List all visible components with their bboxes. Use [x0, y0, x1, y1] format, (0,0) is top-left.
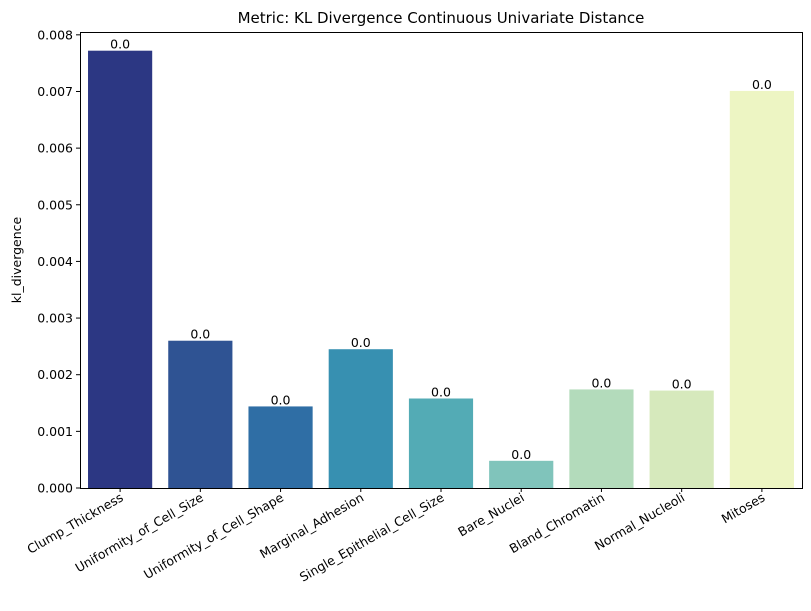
bar-value-label: 0.0: [351, 335, 371, 350]
x-tick-label: Mitoses: [719, 490, 768, 527]
plot-frame: [80, 32, 803, 489]
y-axis: 0.000 0.001 0.002 0.003 0.004 0.005 0.006 0.007…: [37, 27, 80, 496]
bar-bland-chromatin: [569, 389, 634, 488]
bar-mitoses: [729, 90, 794, 488]
chart-title: Metric: KL Divergence Continuous Univari…: [238, 9, 645, 27]
bar-value-label: 0.0: [672, 377, 692, 392]
bar-value-label: 0.0: [591, 375, 611, 390]
x-tick-label: Uniformity_of_Cell_Size: [73, 489, 207, 575]
y-tick-label: 0.002: [37, 367, 73, 382]
bar-marginal-adhesion: [328, 349, 393, 488]
y-tick-label: 0.008: [37, 27, 73, 42]
data-labels-group: 0.0 0.0 0.0 0.0 0.0 0.0 0.0 0.0 0.0: [110, 37, 772, 462]
y-tick-label: 0.004: [37, 254, 73, 269]
y-tick-label: 0.007: [37, 84, 73, 99]
bar-clump-thickness: [88, 50, 153, 488]
bar-value-label: 0.0: [752, 77, 772, 92]
bar-uniformity-of-cell-shape: [248, 406, 313, 488]
bar-uniformity-of-cell-size: [168, 340, 233, 488]
x-tick-label: Uniformity_of_Cell_Shape: [141, 489, 286, 582]
bars-group: [88, 50, 794, 488]
bar-value-label: 0.0: [431, 384, 451, 399]
y-tick-label: 0.000: [37, 481, 73, 496]
bar-single-epithelial-cell-size: [408, 398, 474, 488]
x-tick-label: Single_Epithelial_Cell_Size: [297, 489, 447, 584]
bar-normal-nucleoli: [649, 390, 714, 488]
bar-value-label: 0.0: [110, 37, 130, 52]
bar-value-label: 0.0: [271, 392, 291, 407]
x-tick-label: Bare_Nuclei: [455, 490, 526, 540]
bar-value-label: 0.0: [511, 447, 531, 462]
y-tick-label: 0.003: [37, 311, 73, 326]
y-axis-label: kl_divergence: [9, 216, 24, 303]
x-axis: Clump_ThicknessUniformity_of_Cell_SizeUn…: [24, 488, 767, 585]
y-tick-label: 0.006: [37, 141, 73, 156]
bar-value-label: 0.0: [190, 327, 210, 342]
bar-bare-nuclei: [489, 460, 554, 488]
y-tick-label: 0.005: [37, 197, 73, 212]
y-tick-label: 0.001: [37, 424, 73, 439]
x-tick-label: Normal_Nucleoli: [592, 490, 687, 554]
